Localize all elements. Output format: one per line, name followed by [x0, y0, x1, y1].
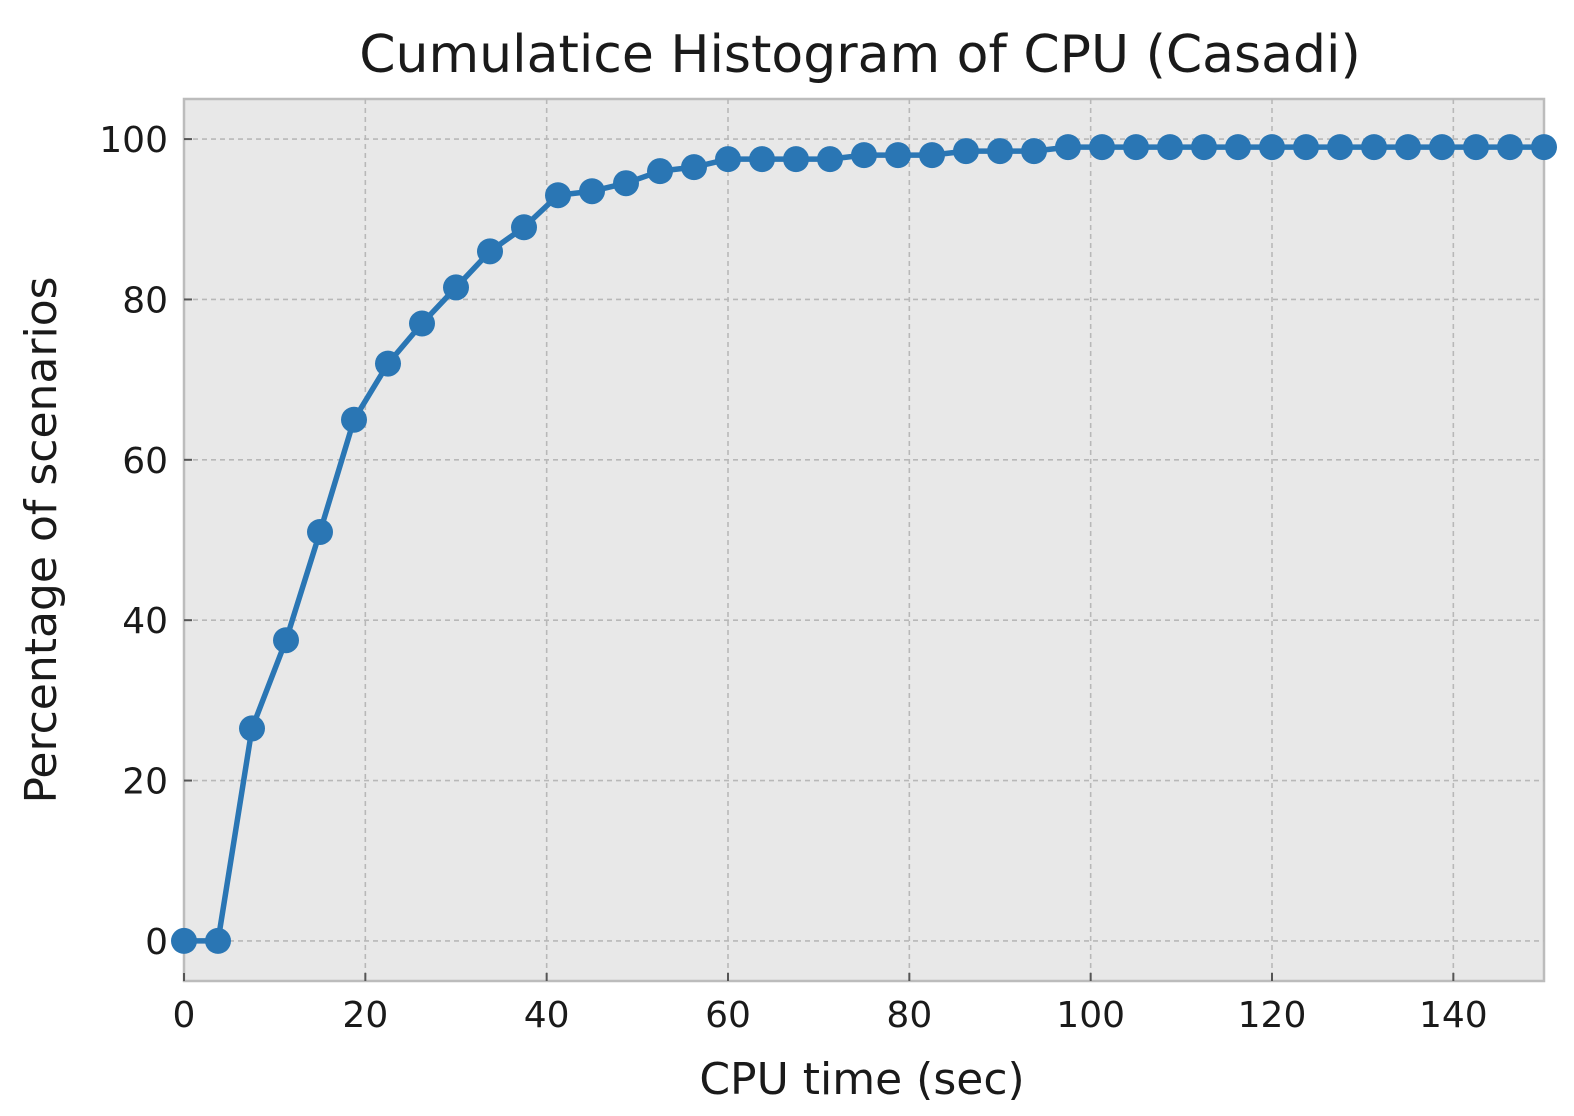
y-tick-label: 60: [122, 441, 168, 482]
data-point: [1429, 134, 1455, 161]
data-point: [511, 214, 537, 241]
data-point: [1055, 134, 1081, 161]
data-point: [1259, 134, 1285, 161]
data-point: [715, 146, 741, 173]
y-tick-label: 0: [145, 922, 168, 963]
x-tick-label: 100: [1056, 995, 1125, 1036]
data-point: [375, 350, 401, 377]
data-point: [443, 274, 469, 301]
data-point: [681, 154, 707, 181]
x-tick-label: 0: [173, 995, 196, 1036]
data-point: [579, 178, 605, 205]
data-point: [885, 142, 911, 169]
y-tick-label: 80: [122, 280, 168, 321]
data-point: [1225, 134, 1251, 161]
x-tick-label: 20: [342, 995, 388, 1036]
data-point: [307, 518, 333, 545]
data-point: [783, 146, 809, 173]
data-point: [919, 142, 945, 169]
data-point: [817, 146, 843, 173]
data-point: [205, 927, 231, 954]
x-tick-label: 80: [886, 995, 932, 1036]
data-point: [1157, 134, 1183, 161]
data-point: [409, 310, 435, 337]
data-point: [613, 170, 639, 197]
data-point: [851, 142, 877, 169]
data-point: [239, 715, 265, 742]
data-point: [1089, 134, 1115, 161]
y-tick-label: 20: [122, 762, 168, 803]
data-point: [987, 138, 1013, 165]
data-point: [1497, 134, 1523, 161]
data-point: [1293, 134, 1319, 161]
data-point: [1395, 134, 1421, 161]
series-layer: [171, 134, 1557, 954]
data-point: [171, 927, 197, 954]
data-point: [1531, 134, 1557, 161]
y-tick-label: 100: [99, 120, 168, 161]
data-point: [1463, 134, 1489, 161]
y-tick-label: 40: [122, 601, 168, 642]
x-tick-label: 40: [524, 995, 570, 1036]
data-point: [341, 406, 367, 433]
x-tick-label: 60: [705, 995, 751, 1036]
data-point: [1327, 134, 1353, 161]
data-point: [477, 238, 503, 265]
plot-area: [182, 97, 1546, 983]
grid-layer: [184, 99, 1544, 981]
data-point: [749, 146, 775, 173]
chart-title: Cumulatice Histogram of CPU (Casadi): [359, 25, 1360, 85]
data-point: [647, 158, 673, 185]
data-point: [1021, 138, 1047, 165]
x-axis-label: CPU time (sec): [699, 1054, 1024, 1105]
data-point: [545, 182, 571, 209]
data-point: [1361, 134, 1387, 161]
data-point: [273, 627, 299, 654]
data-point: [953, 138, 979, 165]
x-tick-label: 120: [1238, 995, 1307, 1036]
x-tick-label: 140: [1419, 995, 1488, 1036]
data-point: [1191, 134, 1217, 161]
ticks-layer: 0 20 40 60 80 100 120 140 0 20 40 60 80 100: [99, 120, 1487, 1036]
data-point: [1123, 134, 1149, 161]
y-axis-label: Percentage of scenarios: [16, 276, 67, 803]
